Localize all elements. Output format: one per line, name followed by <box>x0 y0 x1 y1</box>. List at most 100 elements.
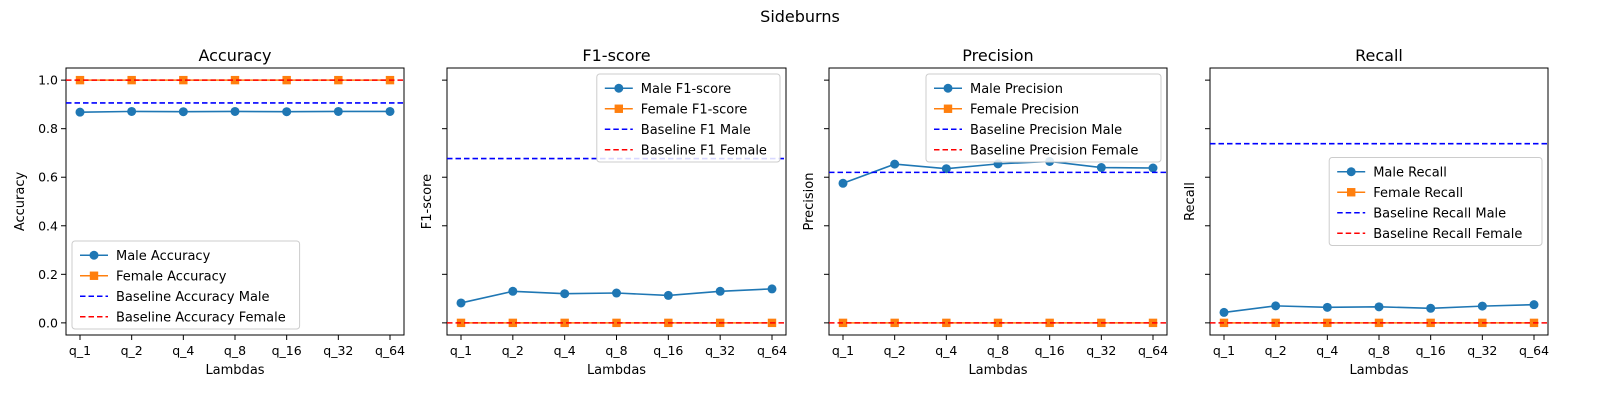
female-marker <box>993 318 1003 328</box>
male-marker <box>890 159 900 169</box>
x-tick-label: q_1 <box>1213 343 1235 358</box>
x-tick-label: q_32 <box>1467 343 1497 358</box>
legend-box <box>925 73 1162 163</box>
subplot-f1-score: F1-score q_1 q_2 q_4 q_8 q_16 q_32 q_64 Lambdas F… <box>420 46 787 378</box>
subplot-recall: Recall q_1 q_2 q_4 q_8 q_16 q_32 q_64 Lambdas Rec… <box>1183 46 1549 378</box>
legend: Male Precision Female Precision Baseline P… <box>925 73 1162 163</box>
legend-marker <box>89 250 99 260</box>
x-tick-label: q_32 <box>705 343 735 358</box>
subplot-title: Recall <box>1355 46 1403 65</box>
y-tick-label: 1.0 <box>38 73 58 88</box>
legend-label: Baseline Accuracy Male <box>116 290 270 305</box>
x-tick-label: q_64 <box>375 343 405 358</box>
male-marker <box>385 106 395 116</box>
x-tick-label: q_4 <box>1316 343 1338 358</box>
y-tick-label: 0.4 <box>38 218 58 233</box>
male-marker <box>282 107 292 117</box>
figure-title: Sideburns <box>760 7 840 26</box>
y-tick-label: 0.6 <box>38 170 58 185</box>
legend-label: Male Precision <box>970 82 1063 97</box>
legend-label: Baseline F1 Male <box>641 123 751 138</box>
subplot-title: Accuracy <box>198 46 271 65</box>
x-tick-label: q_1 <box>832 343 854 358</box>
legend-label: Male Recall <box>1373 165 1447 180</box>
y-tick-label: 0.8 <box>38 121 58 136</box>
y-axis-label: Recall <box>1183 182 1198 221</box>
legend: Male F1-score Female F1-score Baseline F1 … <box>596 73 781 163</box>
x-tick-label: q_16 <box>272 343 302 358</box>
male-marker <box>1271 301 1281 311</box>
x-tick-label: q_16 <box>1035 343 1065 358</box>
x-axis-label: Lambdas <box>1349 363 1408 378</box>
legend-label: Female Accuracy <box>116 269 227 284</box>
female-marker <box>179 75 188 85</box>
legend-box <box>1328 157 1543 246</box>
subplot-precision: Precision q_1 q_2 q_4 q_8 q_16 q_32 q_64 Lambdas… <box>802 46 1168 378</box>
legend-label: Baseline Recall Female <box>1373 227 1522 242</box>
legend-label: Female Recall <box>1373 186 1463 201</box>
female-marker <box>890 318 899 328</box>
x-tick-label: q_8 <box>605 343 627 358</box>
legend-label: Baseline F1 Female <box>641 143 767 158</box>
x-tick-label: q_2 <box>884 343 906 358</box>
male-marker <box>508 286 518 296</box>
legend-marker <box>943 104 953 113</box>
x-tick-label: q_1 <box>69 343 91 358</box>
male-marker <box>612 288 621 298</box>
subplot-title: F1-score <box>582 46 650 65</box>
x-tick-label: q_4 <box>172 343 194 358</box>
x-axis-label: Lambdas <box>968 363 1027 378</box>
x-tick-label: q_16 <box>1416 343 1446 358</box>
female-marker <box>560 318 569 328</box>
male-marker <box>127 106 137 116</box>
female-marker <box>1323 318 1332 328</box>
legend: Male Recall Female Recall Baseline Recall … <box>1328 157 1543 246</box>
legend-label: Baseline Recall Male <box>1373 206 1506 221</box>
male-marker <box>941 164 951 174</box>
legend-label: Male Accuracy <box>116 249 211 264</box>
legend-box <box>596 73 781 163</box>
male-marker <box>1477 301 1487 311</box>
male-marker <box>663 290 673 300</box>
female-marker <box>282 75 291 85</box>
x-axis-label: Lambdas <box>205 363 264 378</box>
legend-label: Female Precision <box>970 102 1079 117</box>
male-marker <box>560 289 570 299</box>
female-marker <box>942 318 951 328</box>
y-tick-label: 0.0 <box>38 315 58 330</box>
legend-label: Baseline Precision Female <box>970 143 1138 158</box>
male-marker <box>1322 302 1332 312</box>
legend-marker <box>1346 167 1356 177</box>
x-tick-label: q_2 <box>502 343 524 358</box>
legend-marker <box>943 83 953 93</box>
female-marker <box>1374 318 1384 328</box>
x-axis-label: Lambdas <box>587 363 646 378</box>
female-marker <box>612 318 621 328</box>
x-tick-label: q_4 <box>935 343 957 358</box>
x-tick-label: q_64 <box>757 343 787 358</box>
x-tick-label: q_1 <box>450 343 472 358</box>
female-marker <box>1426 318 1435 328</box>
y-axis-label: Accuracy <box>13 172 28 232</box>
female-marker <box>127 75 136 85</box>
male-marker <box>1529 300 1539 310</box>
x-tick-label: q_8 <box>987 343 1009 358</box>
y-axis-label: F1-score <box>420 174 435 229</box>
subplot-accuracy: Accuracy q_1 q_2 q_4 q_8 q_16 q_32 q_64 0.0 0.2 0.… <box>13 46 405 378</box>
x-tick-label: q_8 <box>224 343 246 358</box>
legend-label: Female F1-score <box>641 102 748 117</box>
male-marker <box>767 284 777 294</box>
x-tick-label: q_16 <box>653 343 683 358</box>
x-tick-label: q_32 <box>1086 343 1116 358</box>
subplot-title: Precision <box>962 46 1033 65</box>
male-marker <box>75 107 85 117</box>
x-tick-label: q_8 <box>1368 343 1390 358</box>
legend-marker <box>614 83 624 93</box>
legend-marker <box>614 104 623 113</box>
legend-label: Baseline Accuracy Female <box>116 310 286 325</box>
y-tick-label: 0.2 <box>38 267 58 282</box>
x-tick-label: q_2 <box>121 343 143 358</box>
female-marker <box>1045 318 1054 328</box>
male-marker <box>230 106 240 116</box>
